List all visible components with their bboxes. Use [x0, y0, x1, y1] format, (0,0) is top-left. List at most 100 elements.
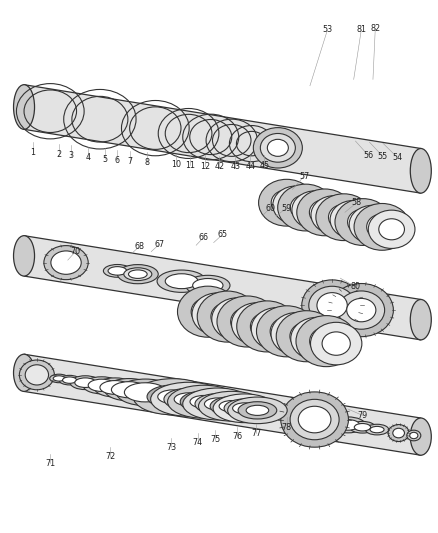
Text: 73: 73: [166, 443, 176, 452]
Ellipse shape: [348, 205, 395, 244]
Ellipse shape: [282, 322, 310, 345]
Ellipse shape: [253, 127, 302, 168]
Ellipse shape: [289, 322, 322, 350]
Ellipse shape: [49, 374, 68, 383]
Text: 57: 57: [298, 172, 308, 181]
Text: 79: 79: [357, 411, 367, 420]
Ellipse shape: [177, 286, 238, 337]
Text: 67: 67: [154, 240, 164, 249]
Ellipse shape: [243, 312, 271, 336]
Ellipse shape: [128, 270, 147, 278]
Polygon shape: [24, 354, 420, 455]
Ellipse shape: [191, 293, 243, 335]
Text: 56: 56: [362, 151, 372, 160]
Ellipse shape: [316, 293, 346, 318]
Text: 77: 77: [251, 429, 261, 438]
Ellipse shape: [174, 393, 202, 406]
Ellipse shape: [204, 398, 230, 410]
Ellipse shape: [157, 270, 205, 293]
Ellipse shape: [392, 429, 403, 438]
Ellipse shape: [210, 397, 253, 416]
Ellipse shape: [291, 191, 338, 229]
Ellipse shape: [353, 204, 409, 251]
Ellipse shape: [280, 392, 348, 447]
Ellipse shape: [369, 426, 383, 433]
Ellipse shape: [366, 214, 396, 240]
Ellipse shape: [269, 317, 303, 345]
Text: 2: 2: [57, 150, 61, 159]
Ellipse shape: [185, 276, 230, 295]
Text: 71: 71: [45, 459, 55, 467]
Text: 53: 53: [321, 26, 332, 35]
Ellipse shape: [410, 149, 430, 193]
Text: 4: 4: [85, 153, 91, 162]
Ellipse shape: [192, 279, 223, 292]
Ellipse shape: [232, 403, 256, 414]
Ellipse shape: [14, 236, 35, 276]
Ellipse shape: [219, 401, 244, 412]
Ellipse shape: [364, 424, 388, 435]
Ellipse shape: [378, 219, 403, 240]
Text: 80: 80: [350, 282, 360, 291]
Ellipse shape: [19, 360, 54, 390]
Ellipse shape: [310, 196, 357, 234]
Ellipse shape: [197, 291, 258, 342]
Ellipse shape: [230, 308, 263, 336]
Polygon shape: [24, 85, 420, 193]
Ellipse shape: [224, 399, 265, 418]
Ellipse shape: [277, 184, 333, 231]
Ellipse shape: [182, 388, 252, 420]
Ellipse shape: [124, 268, 152, 280]
Ellipse shape: [216, 296, 277, 347]
Ellipse shape: [302, 327, 330, 350]
Text: 82: 82: [369, 24, 379, 33]
Text: 6: 6: [115, 156, 120, 165]
Ellipse shape: [246, 405, 268, 415]
Ellipse shape: [94, 378, 136, 397]
Ellipse shape: [83, 377, 120, 394]
Ellipse shape: [104, 378, 153, 401]
Text: 76: 76: [231, 432, 241, 441]
Ellipse shape: [227, 397, 286, 424]
Ellipse shape: [100, 381, 130, 394]
Ellipse shape: [290, 195, 320, 221]
Ellipse shape: [295, 316, 356, 367]
Text: 7: 7: [127, 157, 132, 166]
Ellipse shape: [231, 303, 282, 345]
Text: 81: 81: [356, 26, 365, 35]
Ellipse shape: [349, 422, 374, 433]
Ellipse shape: [167, 385, 240, 418]
Ellipse shape: [258, 179, 314, 226]
Text: 42: 42: [214, 162, 224, 171]
Ellipse shape: [270, 312, 321, 355]
Ellipse shape: [251, 308, 302, 350]
Ellipse shape: [296, 189, 352, 236]
Ellipse shape: [410, 418, 430, 455]
Text: 8: 8: [144, 158, 149, 167]
Ellipse shape: [210, 303, 244, 330]
Text: 43: 43: [230, 162, 240, 171]
Ellipse shape: [103, 264, 131, 277]
Ellipse shape: [309, 199, 339, 225]
Ellipse shape: [315, 194, 371, 240]
Ellipse shape: [301, 280, 362, 331]
Text: 44: 44: [245, 161, 255, 171]
Ellipse shape: [262, 317, 290, 341]
Polygon shape: [24, 236, 420, 340]
Ellipse shape: [330, 417, 364, 433]
Ellipse shape: [276, 311, 336, 362]
Ellipse shape: [367, 210, 414, 248]
Text: 68: 68: [134, 242, 144, 251]
Text: 78: 78: [281, 423, 291, 432]
Ellipse shape: [406, 430, 420, 441]
Text: 65: 65: [217, 230, 227, 239]
Ellipse shape: [111, 382, 146, 398]
Text: 60: 60: [265, 204, 275, 213]
Ellipse shape: [290, 399, 338, 440]
Text: 3: 3: [68, 151, 73, 160]
Ellipse shape: [340, 209, 365, 230]
Ellipse shape: [310, 322, 361, 365]
Ellipse shape: [272, 186, 319, 224]
Ellipse shape: [328, 204, 358, 230]
Ellipse shape: [223, 308, 251, 331]
